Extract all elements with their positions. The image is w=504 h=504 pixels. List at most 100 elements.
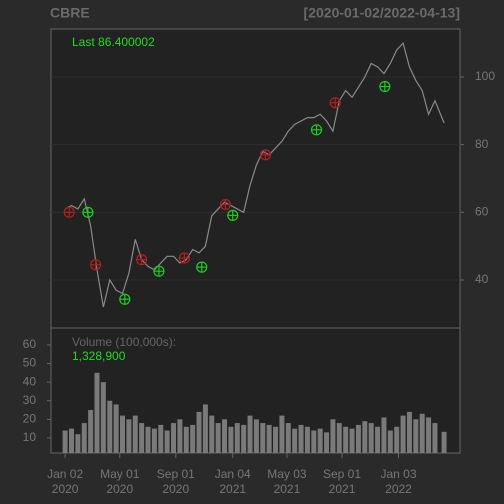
volume-bar [317, 428, 323, 453]
price-line [64, 42, 445, 308]
price-panel [50, 28, 461, 329]
volume-bar [68, 428, 74, 453]
volume-bar [100, 382, 106, 453]
date-range: [2020-01-02/2022-04-13] [304, 5, 460, 21]
volume-bar [158, 424, 164, 453]
volume-bar [343, 426, 349, 453]
signal-marker [227, 209, 239, 221]
volume-bar [285, 423, 291, 453]
volume-bar [349, 428, 355, 453]
y-tick-label: 100 [475, 69, 495, 83]
volume-bar [151, 428, 157, 453]
volume-bar [247, 415, 253, 453]
x-tick-label: Jan 02 2020 [47, 467, 83, 496]
volume-bar [81, 423, 87, 453]
volume-bar [94, 372, 100, 453]
volume-bar [330, 419, 336, 453]
signal-marker [90, 259, 102, 271]
volume-bar [368, 423, 374, 453]
x-tick-label: Sep 01 2020 [157, 467, 195, 496]
volume-bar [222, 419, 228, 453]
volume-bar [355, 424, 361, 453]
signal-marker [379, 80, 391, 93]
volume-bar [324, 432, 330, 453]
volume-bar [292, 428, 298, 453]
volume-bar [253, 419, 259, 453]
volume-bar [394, 426, 400, 453]
volume-bar [400, 415, 406, 453]
volume-bar [171, 423, 177, 453]
volume-bar [266, 424, 272, 453]
x-tick-label: Jan 03 2022 [380, 467, 416, 496]
volume-bar [375, 426, 381, 453]
signal-marker [196, 261, 208, 273]
signal-marker [329, 97, 341, 109]
y-tick-label: 60 [475, 204, 489, 218]
volume-bar [202, 404, 208, 453]
volume-bar [304, 426, 310, 453]
volume-bar [164, 430, 170, 453]
volume-bar [260, 423, 266, 453]
volume-bar [241, 424, 247, 453]
volume-bar [75, 434, 81, 453]
volume-bar [406, 411, 412, 453]
signal-marker [178, 252, 191, 264]
y-tick-label: 40 [475, 272, 489, 286]
signal-marker [219, 198, 232, 211]
volume-bar [311, 430, 317, 453]
y-tick-label: 20 [23, 412, 37, 426]
volume-bar [362, 421, 368, 453]
volume-bar [113, 404, 119, 453]
x-tick-label: May 03 2021 [267, 467, 307, 496]
volume-bar [234, 423, 240, 453]
volume-bar [132, 415, 138, 453]
volume-bar [177, 419, 183, 453]
chart-title: CBRE [50, 5, 90, 21]
y-tick-label: 40 [23, 374, 37, 388]
signal-marker [82, 206, 94, 218]
x-tick-label: Jan 04 2021 [215, 467, 251, 496]
signal-marker [153, 265, 165, 277]
x-tick-label: May 01 2020 [100, 467, 140, 496]
y-tick-label: 50 [23, 356, 37, 370]
volume-bar [279, 415, 285, 453]
volume-bar [126, 419, 132, 453]
volume-bar [336, 423, 342, 453]
y-tick-label: 10 [23, 430, 37, 444]
signal-marker [310, 124, 323, 136]
last-volume: 1,328,900 [72, 349, 126, 363]
volume-bar [298, 424, 304, 453]
volume-bar [88, 410, 94, 453]
volume-bar [419, 413, 425, 453]
last-price: Last 86.400002 [72, 35, 155, 49]
volume-bar [139, 423, 145, 453]
signal-marker [119, 293, 131, 305]
volume-bar [190, 424, 196, 453]
volume-bar [209, 415, 215, 453]
volume-bar [196, 411, 202, 453]
y-tick-label: 60 [23, 337, 37, 351]
volume-bar [215, 423, 221, 453]
volume-bar [381, 417, 387, 453]
volume-bar [432, 423, 438, 453]
volume-title: Volume (100,000s): [72, 335, 176, 349]
volume-bar [273, 426, 279, 453]
volume-bar [426, 417, 432, 453]
signal-marker [63, 206, 75, 218]
volume-bar [228, 426, 234, 453]
signal-marker [259, 149, 272, 161]
volume-bar [387, 430, 393, 453]
volume-bar [441, 431, 447, 453]
volume-bar [107, 400, 113, 453]
volume-bar [413, 419, 419, 453]
volume-bar [145, 426, 151, 453]
volume-bar [62, 430, 68, 453]
signal-marker [136, 254, 148, 266]
y-tick-label: 30 [23, 393, 37, 407]
x-tick-label: Sep 01 2021 [323, 467, 361, 496]
volume-bar [120, 415, 126, 453]
y-tick-label: 80 [475, 137, 489, 151]
volume-bar [183, 426, 189, 453]
